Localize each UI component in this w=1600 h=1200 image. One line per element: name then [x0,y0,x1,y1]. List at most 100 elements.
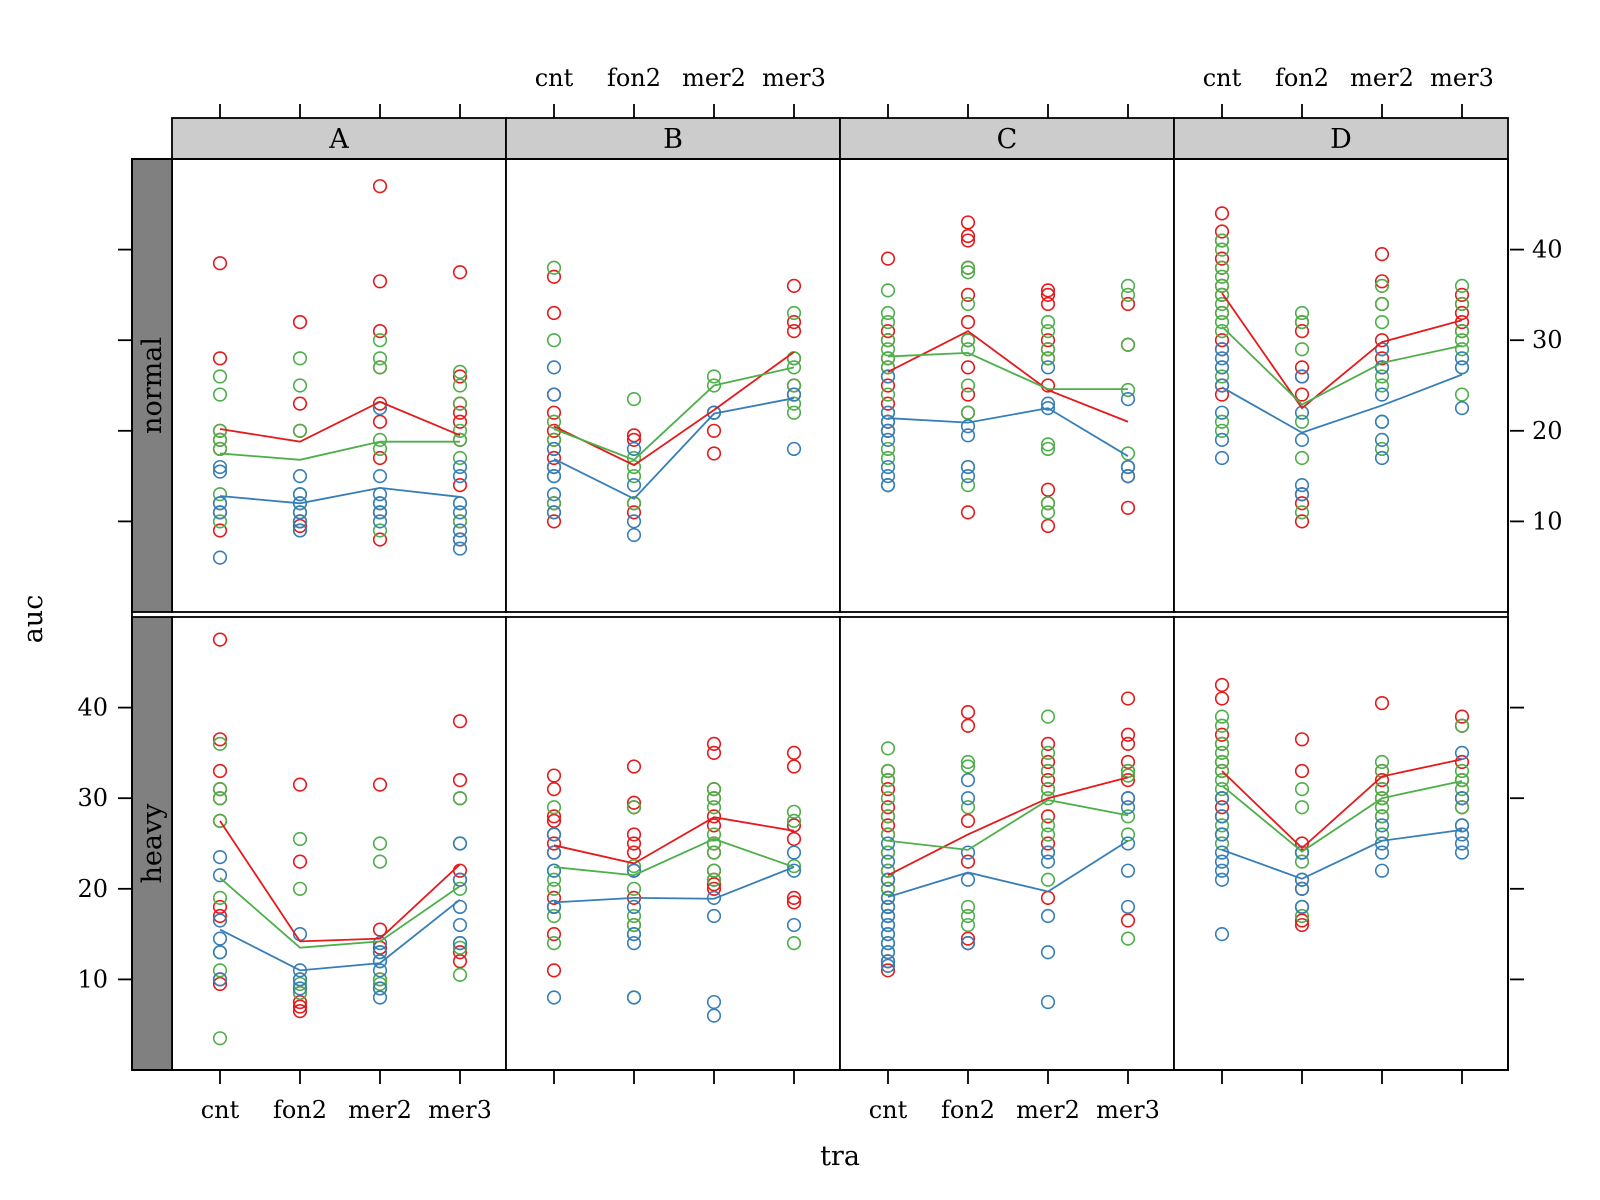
data-point-green [452,940,468,955]
column-strip-label: D [1330,124,1352,155]
data-point-red [1120,754,1136,770]
data-point-red [626,827,642,842]
data-point-red [1040,809,1056,824]
data-point-red [1214,727,1230,742]
data-point-blue [786,441,802,457]
data-point-blue [452,532,468,547]
data-point-green [1374,800,1390,815]
data-point-green [212,813,228,828]
data-point-green [452,396,468,411]
data-point-green [706,827,722,842]
data-point-red [1040,482,1056,497]
data-point-green [1214,233,1230,248]
y-tick-label-right: 10 [1532,507,1563,535]
data-point-red [1040,754,1056,770]
data-point-green [960,754,976,770]
row-strip-label: normal [137,337,168,434]
column-strip-A [171,117,507,160]
data-point-blue [880,854,896,869]
data-point-blue [880,926,896,942]
data-point-green [452,967,468,982]
data-point-green [1040,791,1056,806]
y-axis-label: auc [18,595,49,644]
data-point-green [786,360,802,375]
data-point-blue [1120,836,1136,851]
data-point-green [1214,269,1230,284]
data-point-green [1214,242,1230,257]
data-point-blue [1214,378,1230,393]
panel-normal-A [171,158,507,613]
data-point-red [960,360,976,375]
data-point-green [372,360,388,375]
data-point-red [452,478,468,493]
data-point-green [626,917,642,933]
data-point-red [1214,691,1230,706]
data-point-red [1294,324,1310,339]
data-point-red [372,179,388,194]
data-point-blue [1374,818,1390,833]
data-point-blue [960,791,976,806]
x-tick-label-top: mer3 [1430,64,1494,92]
data-point-blue [212,868,228,883]
data-point-green [372,976,388,992]
data-point-red [1120,691,1136,706]
data-point-green [626,391,642,407]
data-point-green [706,378,722,393]
data-point-blue [546,863,562,878]
data-point-blue [546,469,562,484]
data-point-red [880,782,896,797]
data-point-red [546,809,562,824]
data-point-red [626,428,642,443]
data-point-green [786,936,802,951]
mean-line-blue [887,407,1129,457]
data-point-red [372,414,388,429]
x-axis-label: tra [820,1141,860,1172]
data-point-red [1374,695,1390,711]
data-point-blue [626,863,642,878]
data-point-red [452,945,468,960]
data-point-red [786,895,802,910]
mean-line-blue [219,898,461,972]
data-point-green [1374,369,1390,384]
data-point-red [1454,305,1470,321]
data-point-green [1040,324,1056,339]
data-point-blue [880,945,896,960]
data-point-blue [546,827,562,842]
data-point-green [212,487,228,502]
data-point-blue [1040,854,1056,869]
data-point-blue [212,496,228,511]
x-tick-label-top: fon2 [607,64,661,92]
data-point-red [1454,754,1470,770]
data-point-red [1214,800,1230,815]
mean-line-blue [1221,829,1463,880]
data-point-red [292,999,308,1014]
panel-heavy-A [171,616,507,1071]
mean-line-red [553,351,795,467]
data-point-green [626,908,642,924]
data-point-green [1040,872,1056,887]
x-tick-label-top: cnt [1203,64,1242,92]
data-point-red [960,228,976,244]
mean-line-green [887,351,1128,391]
data-point-red [706,423,722,438]
data-point-green [1214,278,1230,293]
data-point-blue [1120,899,1136,915]
data-point-green [1294,314,1310,330]
data-point-blue [1374,387,1390,402]
data-point-red [1120,727,1136,742]
data-point-green [880,441,896,457]
data-point-green [880,791,896,806]
data-point-red [880,396,896,411]
data-point-red [1040,736,1056,751]
data-point-blue [452,505,468,520]
data-point-green [1454,718,1470,733]
data-point-green [1120,278,1136,293]
panel-heavy-C [839,616,1175,1071]
data-point-red [880,324,896,339]
data-point-green [1214,423,1230,438]
data-point-green [1040,505,1056,520]
data-point-green [1120,827,1136,842]
panel-background [1174,159,1508,612]
x-tick-label-top: cnt [535,64,574,92]
data-point-green [1374,378,1390,393]
